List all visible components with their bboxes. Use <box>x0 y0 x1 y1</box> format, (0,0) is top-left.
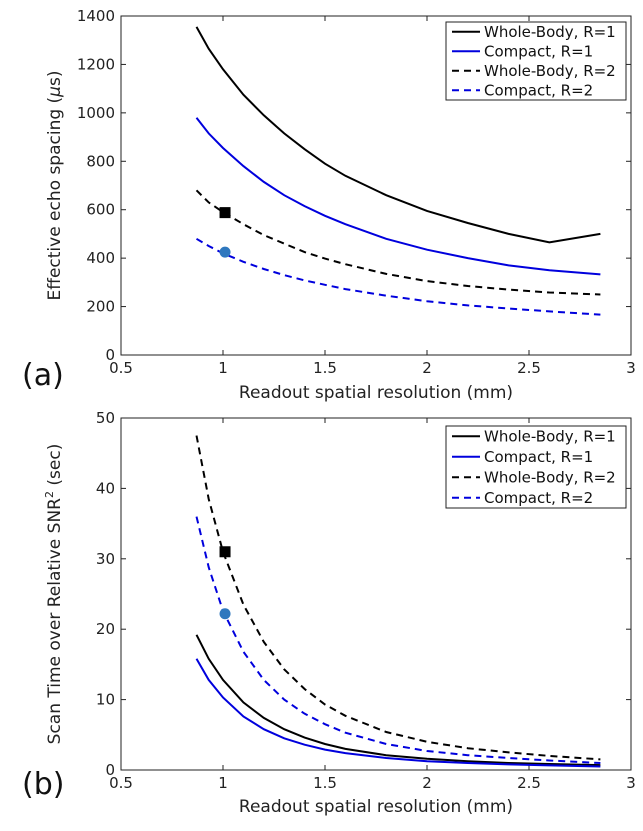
plot-frame <box>120 15 632 356</box>
series-line-compact-r-1 <box>195 658 601 768</box>
y-tick-label: 800 <box>86 152 115 170</box>
circle-marker <box>219 246 231 258</box>
legend-label: Compact, R=2 <box>484 489 593 507</box>
square-marker <box>219 207 231 219</box>
circle-marker <box>219 608 231 620</box>
series-line-whole-body-r-1 <box>195 26 601 244</box>
square-marker <box>219 546 231 558</box>
series-line-whole-body-r-1 <box>195 634 601 767</box>
y-tick-label: 30 <box>96 550 115 568</box>
y-tick-label: 200 <box>86 298 115 316</box>
legend-label: Compact, R=1 <box>484 42 593 60</box>
x-tick-label: 2.5 <box>517 774 541 792</box>
legend-label: Compact, R=1 <box>484 448 593 466</box>
x-tick-label: 1 <box>218 774 228 792</box>
plot-frame <box>120 417 632 771</box>
legend-label: Whole-Body, R=1 <box>484 427 616 445</box>
legend: Whole-Body, R=1 Compact, R=1 Whole-Body, R… <box>445 425 627 509</box>
y-tick-label: 0 <box>105 346 115 364</box>
x-tick-label: 3 <box>626 359 636 377</box>
series-line-whole-body-r-2 <box>195 435 601 761</box>
x-tick-label: 2 <box>422 774 432 792</box>
series-line-compact-r-2 <box>195 237 601 316</box>
x-tick-label: 0.5 <box>109 359 133 377</box>
x-tick-label: 0.5 <box>109 774 133 792</box>
x-tick-label: 3 <box>626 774 636 792</box>
legend-box <box>445 425 627 509</box>
y-tick-label: 20 <box>96 620 115 638</box>
y-tick-label: 1200 <box>77 55 115 73</box>
legend-box <box>445 21 627 101</box>
x-tick-label: 2.5 <box>517 359 541 377</box>
x-tick-label: 1.5 <box>313 359 337 377</box>
y-tick-label: 600 <box>86 201 115 219</box>
legend-label: Whole-Body, R=2 <box>484 468 616 486</box>
legend-label: Whole-Body, R=2 <box>484 62 616 80</box>
legend-label: Whole-Body, R=1 <box>484 23 616 41</box>
panel-label: (a) <box>22 358 64 393</box>
y-tick-label: 1000 <box>77 104 115 122</box>
y-axis-label: Effective echo spacing (μs) <box>45 70 65 300</box>
x-axis-label: Readout spatial resolution (mm) <box>239 797 513 817</box>
x-tick-label: 1 <box>218 359 228 377</box>
panel-label: (b) <box>22 767 64 802</box>
y-tick-label: 0 <box>105 761 115 779</box>
y-tick-label: 50 <box>96 409 115 427</box>
x-tick-label: 1.5 <box>313 774 337 792</box>
y-tick-label: 1400 <box>77 7 115 25</box>
y-axis-label: Scan Time over Relative SNR2 (sec) <box>43 444 65 745</box>
x-axis-label: Readout spatial resolution (mm) <box>239 383 513 403</box>
panel-a: 0.5 1 1.5 2 2.5 3 0 200 400 600 800 1000 1200 1400 Who… <box>22 7 636 403</box>
legend-label: Compact, R=2 <box>484 81 593 99</box>
y-tick-label: 40 <box>96 479 115 497</box>
series-line-compact-r-2 <box>195 516 601 764</box>
series-line-compact-r-1 <box>195 117 601 276</box>
y-tick-label: 10 <box>96 691 115 709</box>
x-tick-label: 2 <box>422 359 432 377</box>
y-tick-label: 400 <box>86 249 115 267</box>
